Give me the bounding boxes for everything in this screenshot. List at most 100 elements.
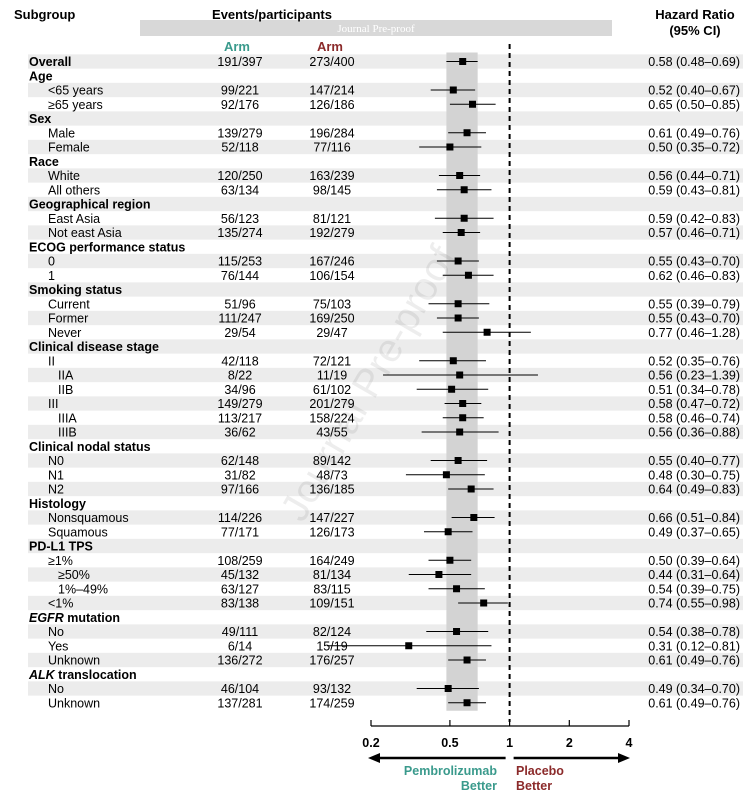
hazard-ratio-ci: 0.56 (0.23–1.39): [648, 369, 740, 383]
zebra-stripe: [28, 253, 743, 269]
hr-point: [454, 457, 462, 464]
events-arm-right: 77/116: [313, 141, 350, 155]
zebra-stripe: [28, 168, 743, 183]
zebra-stripe: [28, 681, 743, 696]
subgroup-label: Current: [48, 297, 90, 311]
subgroup-label: Unknown: [48, 696, 100, 710]
hazard-ratio-ci: 0.52 (0.40–0.67): [648, 84, 740, 98]
x-tick-label: 4: [626, 736, 633, 750]
subgroup-label: ≥65 years: [48, 98, 103, 112]
hazard-ratio-ci: 0.55 (0.39–0.79): [648, 297, 740, 311]
subgroup-header: ECOG performance status: [29, 240, 185, 254]
events-arm-right: 192/279: [309, 226, 354, 240]
events-arm-right: 11/19: [317, 369, 347, 383]
events-arm-left: 115/253: [218, 255, 262, 269]
subgroup-header: Race: [29, 155, 59, 169]
events-arm-left: 135/274: [217, 226, 262, 240]
subgroup-rows: Overall 191/397 273/400 0.58 (0.48–0.69) Age…: [28, 55, 740, 710]
hazard-ratio-ci: 0.50 (0.35–0.72): [648, 141, 740, 155]
subgroup-label: Unknown: [48, 654, 100, 668]
events-arm-right: 201/279: [309, 397, 354, 411]
right-better-label: Better: [516, 779, 552, 793]
zebra-stripe: [28, 396, 743, 411]
subgroup-label: East Asia: [48, 212, 100, 226]
events-arm-right: 174/259: [309, 696, 354, 710]
hr-point: [459, 414, 467, 422]
subgroup-label: IIIA: [58, 411, 77, 425]
x-tick-label: 2: [566, 736, 573, 750]
hazard-ratio-ci: 0.49 (0.34–0.70): [648, 682, 740, 696]
subgroup-label: Former: [48, 312, 88, 326]
events-arm-left: 97/166: [221, 483, 259, 497]
subgroup-label: 1%–49%: [58, 582, 108, 596]
zebra-stripe: [28, 567, 743, 582]
hr-point: [454, 314, 462, 322]
events-arm-left: 8/22: [228, 369, 252, 383]
subgroup-label: <1%: [48, 597, 73, 611]
events-arm-right: 126/173: [309, 525, 354, 539]
left-better-label: Pembrolizumab: [404, 764, 497, 778]
subgroup-label: III: [48, 397, 58, 411]
events-arm-left: 136/272: [217, 654, 262, 668]
subgroup-label: No: [48, 682, 64, 696]
subgroup-header: Geographical region: [29, 198, 151, 212]
subgroup-header: Sex: [29, 112, 51, 126]
events-arm-left: 99/221: [221, 84, 259, 98]
events-arm-right: 167/246: [309, 255, 354, 269]
subgroup-label: 1: [48, 269, 55, 283]
hr-point: [456, 428, 464, 436]
subgroup-label: 0: [48, 255, 55, 269]
events-arm-left: 111/247: [218, 312, 261, 326]
zebra-stripe: [28, 282, 743, 297]
events-arm-right: 147/214: [309, 84, 354, 98]
hazard-ratio-ci: 0.66 (0.51–0.84): [648, 511, 740, 525]
events-arm-left: 139/279: [217, 126, 262, 140]
subgroup-label: IIA: [58, 369, 74, 383]
events-arm-right: 109/151: [309, 597, 354, 611]
subgroup-label: Female: [48, 141, 90, 155]
events-arm-left: 77/171: [221, 525, 259, 539]
zebra-stripe: [28, 54, 743, 69]
events-arm-left: 63/134: [221, 183, 259, 197]
zebra-stripe: [28, 453, 743, 468]
events-arm-right: 163/239: [309, 169, 354, 183]
events-arm-right: 82/124: [313, 625, 351, 639]
events-arm-left: 56/123: [221, 212, 259, 226]
events-arm-right: 81/121: [313, 212, 351, 226]
hr-point: [463, 656, 471, 664]
events-arm-left: 6/14: [228, 639, 252, 653]
right-better-label: Placebo: [516, 764, 564, 778]
zebra-stripe: [28, 139, 743, 155]
subgroup-label: Not east Asia: [48, 226, 122, 240]
hazard-ratio-ci: 0.62 (0.46–0.83): [648, 269, 740, 283]
hazard-ratio-ci: 0.55 (0.43–0.70): [648, 255, 740, 269]
events-arm-right: 98/145: [313, 183, 351, 197]
zebra-stripe: [28, 225, 743, 240]
watermark-banner-text: Journal Pre-proof: [337, 23, 415, 35]
subgroup-label: Male: [48, 126, 75, 140]
subgroup-label: Overall: [29, 55, 71, 69]
hazard-ratio-ci: 0.57 (0.46–0.71): [648, 226, 740, 240]
events-arm-right: 176/257: [309, 654, 354, 668]
subgroup-label: ≥50%: [58, 568, 90, 582]
events-arm-right: 48/73: [316, 468, 347, 482]
hr-point: [456, 371, 464, 379]
events-arm-left: 62/148: [221, 454, 259, 468]
zebra-stripe: [28, 652, 743, 668]
events-arm-right: 89/142: [313, 454, 351, 468]
subgroup-header: Clinical nodal status: [29, 440, 151, 454]
events-arm-left: 92/176: [221, 98, 259, 112]
subgroup-label: IIB: [58, 383, 73, 397]
zebra-stripe: [28, 424, 743, 440]
subgroup-label: Nonsquamous: [48, 511, 129, 525]
subgroup-header: Clinical disease stage: [29, 340, 159, 354]
hazard-ratio-ci: 0.64 (0.49–0.83): [648, 483, 740, 497]
hazard-ratio-ci: 0.51 (0.34–0.78): [648, 383, 740, 397]
events-arm-right: 164/249: [309, 554, 354, 568]
hazard-ratio-ci: 0.61 (0.49–0.76): [648, 654, 740, 668]
hr-point: [459, 400, 467, 407]
hazard-ratio-ci: 0.58 (0.48–0.69): [648, 55, 740, 69]
header-arm-right: Arm: [317, 39, 343, 54]
hr-point: [454, 300, 462, 308]
hr-point: [449, 86, 457, 94]
